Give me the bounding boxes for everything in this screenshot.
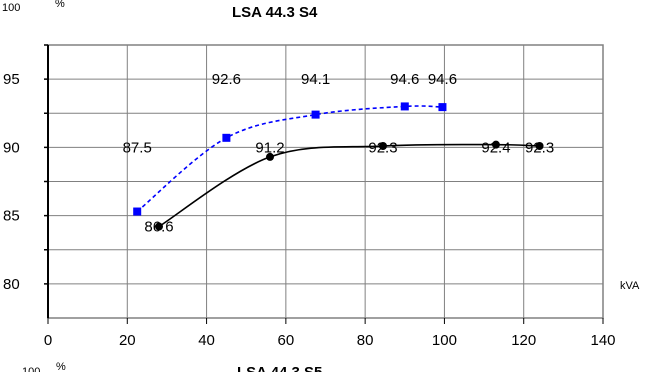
next-y-top-label: 100 xyxy=(22,366,40,372)
y-tick-label-2: 85 xyxy=(3,208,20,225)
x-tick-label-5: 100 xyxy=(432,332,457,349)
y-tick-label-3: 80 xyxy=(3,276,20,293)
series-0-point-0 xyxy=(133,207,142,216)
unit-label: % xyxy=(55,0,65,10)
series-line-0 xyxy=(136,105,443,213)
y-tick-label-0: 95 xyxy=(3,71,20,88)
x-axis-label: kVA xyxy=(620,280,640,292)
series-0-point-4 xyxy=(438,103,447,112)
series-1-point-2 xyxy=(378,142,387,151)
x-tick-label-3: 60 xyxy=(278,332,295,349)
data-label-9: 86.6 xyxy=(144,219,173,236)
data-label-5: 91.2 xyxy=(255,139,284,156)
data-label-6: 92.3 xyxy=(368,139,397,156)
series-0-point-1 xyxy=(222,133,231,142)
x-tick-label-6: 120 xyxy=(511,332,536,349)
data-label-3: 94.6 xyxy=(428,71,457,88)
next-chart-title: LSA 44.3 S5 xyxy=(237,364,322,372)
plot-area: 95 90 85 80 0 20 40 60 80 100 120 140 92.6 94.1 94.6 94… xyxy=(3,44,616,349)
series-1-point-1 xyxy=(266,152,274,161)
next-unit-label: % xyxy=(56,361,66,372)
data-label-7: 92.4 xyxy=(481,139,510,156)
series-1-point-3 xyxy=(491,140,500,149)
data-label-0: 92.6 xyxy=(212,71,241,88)
series-1-point-4 xyxy=(535,142,544,151)
data-label-8: 92.3 xyxy=(525,139,554,156)
x-tick-label-0: 0 xyxy=(44,332,52,349)
x-tick-label-7: 140 xyxy=(590,332,615,349)
series-1-point-0 xyxy=(155,222,163,231)
chart-title: LSA 44.3 S4 xyxy=(232,4,318,21)
data-label-2: 94.6 xyxy=(390,71,419,88)
y-top-label: 100 xyxy=(2,2,20,14)
series-0-point-3 xyxy=(400,102,409,111)
series-line-1 xyxy=(158,143,540,228)
y-tick-label-1: 90 xyxy=(3,139,20,156)
data-label-4: 87.5 xyxy=(123,139,152,156)
x-tick-label-1: 20 xyxy=(119,332,136,349)
x-tick-label-4: 80 xyxy=(357,332,374,349)
x-tick-label-2: 40 xyxy=(198,332,215,349)
data-label-1: 94.1 xyxy=(301,71,330,88)
series-0-point-2 xyxy=(311,110,320,119)
